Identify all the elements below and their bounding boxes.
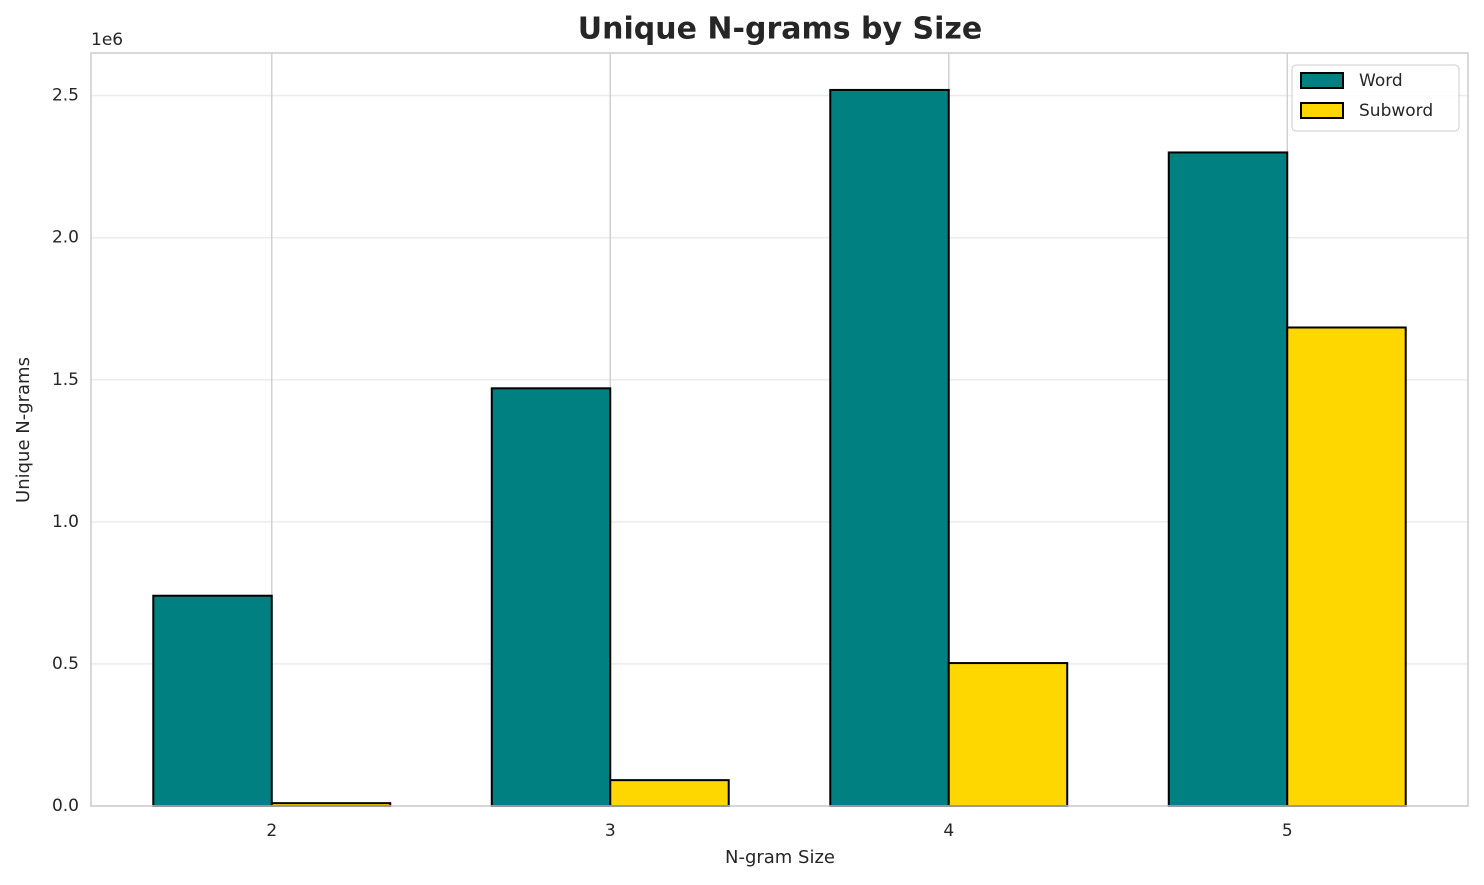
y-axis-label: Unique N-grams [13, 357, 34, 503]
bar [609, 779, 730, 808]
chart-title: Unique N-grams by Size [578, 12, 982, 47]
x-tick-label: 3 [605, 821, 616, 841]
bar [1167, 151, 1289, 808]
x-tick-label: 4 [943, 821, 954, 841]
bar [829, 88, 950, 807]
legend-label: Subword [1359, 101, 1433, 121]
legend-swatch [1300, 72, 1344, 89]
legend-swatch [1300, 102, 1344, 119]
legend-label: Word [1359, 71, 1403, 91]
x-axis-label: N-gram Size [725, 847, 835, 868]
y-offset-label: 1e6 [91, 30, 123, 50]
y-tick-label: 2.5 [52, 86, 79, 106]
y-tick-label: 0.0 [52, 796, 79, 816]
y-tick-label: 2.0 [52, 228, 79, 248]
y-tick-label: 0.5 [52, 654, 79, 674]
bar [1286, 326, 1407, 807]
x-tick-label: 2 [266, 821, 277, 841]
x-tick-label: 5 [1282, 821, 1293, 841]
y-tick-label: 1.5 [52, 370, 79, 390]
bar [490, 387, 612, 807]
y-tick-label: 1.0 [52, 512, 79, 532]
bar [152, 594, 273, 807]
bar [947, 662, 1069, 807]
plot-frame [90, 52, 1469, 807]
